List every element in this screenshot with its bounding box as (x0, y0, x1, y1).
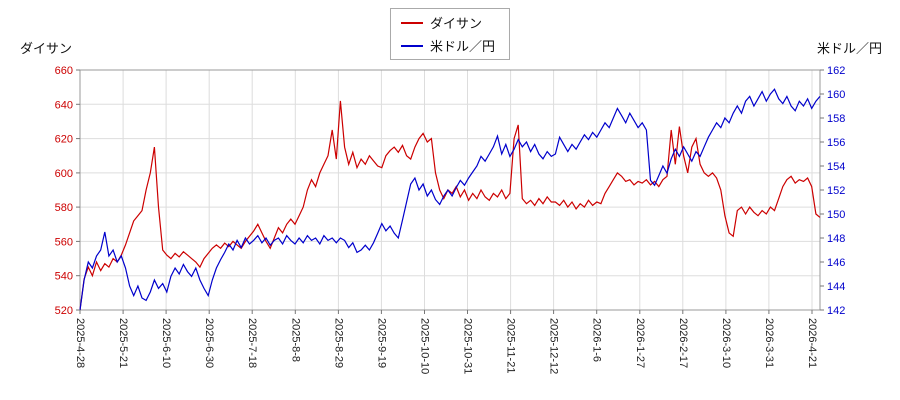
right-tick-label: 160 (827, 89, 845, 101)
legend-item-daisan: ダイサン (400, 13, 495, 32)
x-tick-label: 2025-8-29 (332, 318, 344, 368)
right-tick-label: 162 (827, 65, 845, 77)
left-tick-label: 560 (55, 236, 73, 248)
x-tick-label: 2025-10-31 (462, 318, 474, 374)
left-axis-title: ダイサン (20, 41, 73, 56)
x-tick-label: 2026-3-31 (763, 318, 775, 368)
left-tick-label: 540 (55, 271, 73, 283)
series-usdjpy-line (79, 88, 821, 311)
x-tick-label: 2025-12-12 (548, 318, 560, 374)
right-tick-label: 158 (827, 113, 845, 125)
x-tick-label: 2025-10-10 (419, 318, 431, 374)
right-tick-label: 148 (827, 233, 845, 245)
x-tick-label: 2025-11-21 (505, 318, 517, 373)
x-tick-label: 2026-3-10 (720, 318, 732, 368)
left-tick-label: 660 (55, 65, 73, 77)
x-tick-label: 2026-4-21 (806, 318, 818, 368)
left-tick-label: 620 (55, 134, 73, 146)
right-tick-label: 146 (827, 257, 845, 269)
x-tick-label: 2026-1-27 (634, 318, 646, 368)
x-tick-label: 2026-1-6 (591, 318, 603, 362)
right-tick-label: 152 (827, 185, 845, 197)
legend-swatch-daisan (400, 21, 423, 24)
right-tick-label: 150 (827, 209, 845, 221)
x-tick-label: 2025-6-30 (203, 318, 215, 368)
x-tick-label: 2025-5-21 (117, 318, 129, 368)
legend-item-usdjpy: 米ドル／円 (400, 36, 496, 55)
right-tick-label: 144 (827, 281, 845, 293)
right-axis-title: 米ドル／円 (816, 41, 882, 56)
left-tick-label: 520 (55, 305, 73, 317)
left-tick-label: 640 (55, 99, 73, 111)
right-tick-label: 154 (827, 161, 845, 173)
x-tick-label: 2025-7-18 (246, 318, 258, 368)
plot-background (80, 70, 820, 310)
right-tick-label: 156 (827, 137, 845, 149)
x-tick-label: 2026-2-17 (677, 318, 689, 368)
x-tick-label: 2025-6-10 (160, 318, 172, 368)
x-tick-label: 2025-8-8 (289, 318, 301, 362)
legend: ダイサン 米ドル／円 (389, 8, 511, 60)
series-daisan-line (79, 100, 821, 311)
right-tick-label: 142 (827, 305, 845, 317)
legend-label-daisan: ダイサン (429, 16, 483, 31)
x-tick-label: 2025-9-19 (375, 318, 387, 368)
left-tick-label: 600 (55, 168, 73, 180)
legend-swatch-usdjpy (400, 44, 423, 47)
x-tick-label: 2025-4-28 (74, 318, 86, 368)
left-tick-label: 580 (55, 202, 73, 214)
legend-label-usdjpy: 米ドル／円 (429, 39, 496, 54)
